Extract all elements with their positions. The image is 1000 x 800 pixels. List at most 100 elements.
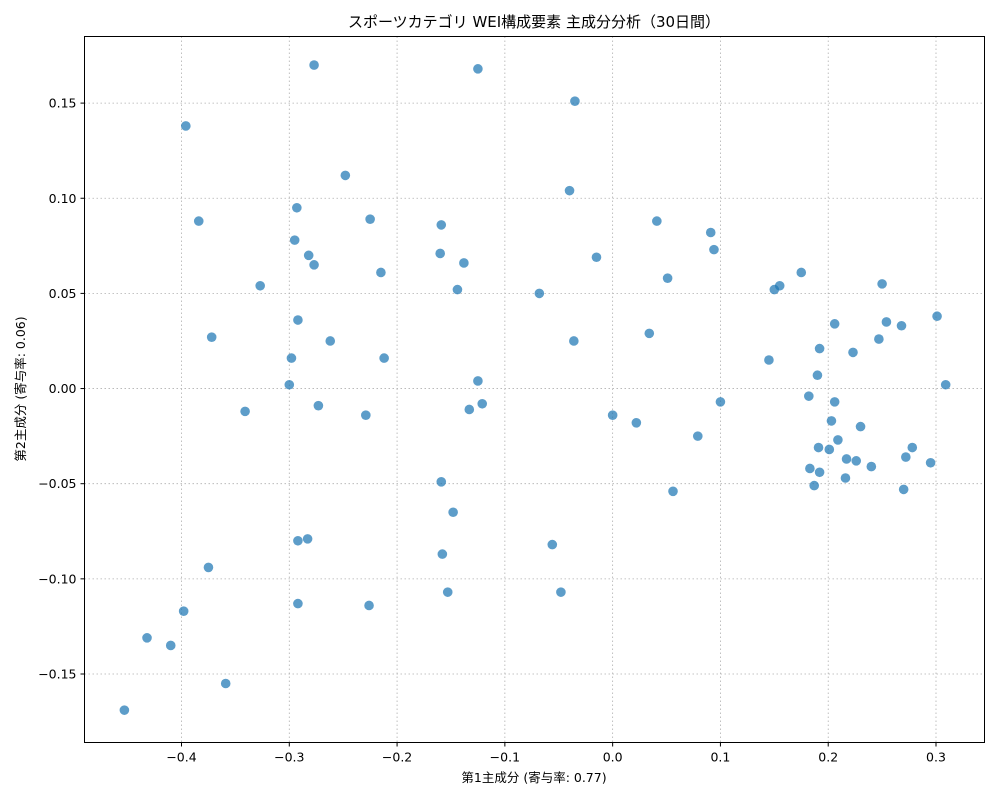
x-axis-label: 第1主成分 (寄与率: 0.77) — [461, 770, 606, 785]
y-axis-ticks: −0.15 −0.10 −0.05 0.00 0.05 0.10 0.15 — [38, 96, 85, 681]
data-point — [547, 539, 558, 550]
x-tick-label: 0.0 — [603, 750, 623, 765]
data-point — [289, 235, 300, 245]
data-point — [692, 431, 703, 441]
y-tick-label: 0.05 — [49, 286, 77, 301]
data-point — [829, 319, 840, 329]
data-point — [814, 467, 825, 478]
data-point — [240, 406, 250, 417]
data-point — [309, 260, 319, 270]
x-tick-label: −0.3 — [274, 750, 304, 765]
data-point — [459, 258, 469, 268]
x-tick-label: −0.1 — [490, 750, 520, 765]
grid-lines — [84, 36, 985, 743]
data-point — [829, 397, 840, 407]
data-point — [473, 376, 483, 386]
data-point — [855, 421, 866, 432]
data-point — [302, 534, 313, 544]
data-point — [477, 398, 488, 409]
data-point — [193, 216, 204, 226]
data-point — [874, 334, 884, 344]
data-point — [119, 705, 130, 715]
data-point — [361, 410, 371, 420]
data-point — [940, 379, 951, 390]
data-point — [851, 456, 862, 466]
data-point — [652, 216, 662, 226]
data-point — [436, 476, 447, 487]
data-point — [569, 336, 579, 346]
data-point — [570, 96, 580, 107]
data-point — [896, 320, 907, 331]
y-tick-label: 0.10 — [49, 191, 77, 206]
y-tick-label: −0.15 — [38, 666, 76, 681]
data-point — [840, 473, 851, 483]
data-point — [436, 220, 447, 230]
data-point — [286, 353, 297, 363]
data-point — [644, 328, 655, 339]
data-point — [293, 315, 303, 325]
data-point — [464, 404, 475, 415]
data-point — [709, 244, 719, 255]
x-tick-label: 0.2 — [818, 750, 838, 765]
data-point — [376, 267, 386, 278]
data-point — [925, 457, 936, 468]
chart-title: スポーツカテゴリ WEI構成要素 主成分分析（30日間） — [348, 13, 720, 31]
data-point — [662, 273, 673, 283]
data-point — [898, 484, 909, 495]
data-point — [142, 633, 152, 643]
data-point — [774, 280, 785, 291]
data-point — [309, 60, 319, 70]
data-point — [804, 391, 814, 401]
data-point — [866, 461, 877, 472]
data-point — [812, 370, 823, 381]
data-point — [715, 397, 726, 407]
data-point — [442, 587, 453, 597]
data-point — [705, 227, 716, 238]
data-point — [814, 343, 825, 354]
data-point — [826, 416, 837, 426]
x-tick-label: 0.1 — [710, 750, 730, 765]
y-tick-label: 0.15 — [49, 96, 77, 111]
y-tick-label: −0.10 — [38, 571, 76, 586]
data-point — [841, 454, 852, 464]
data-point — [901, 452, 911, 462]
data-point — [437, 549, 448, 559]
data-point — [631, 418, 642, 428]
x-axis-ticks: −0.4 −0.3 −0.2 −0.1 0.0 0.1 0.2 0.3 — [166, 742, 946, 765]
data-point — [379, 353, 389, 363]
data-point — [805, 463, 815, 474]
data-point — [165, 640, 176, 651]
plot-frame — [84, 36, 985, 743]
data-point — [292, 202, 302, 213]
data-point — [203, 562, 214, 573]
data-point — [452, 284, 463, 295]
data-point — [293, 535, 303, 546]
data-point — [181, 121, 191, 131]
data-point — [764, 355, 774, 365]
data-point — [564, 185, 575, 196]
x-tick-label: −0.2 — [382, 750, 412, 765]
data-point — [907, 442, 918, 453]
data-point — [556, 587, 566, 597]
data-point — [313, 400, 324, 411]
data-point — [877, 279, 887, 289]
data-point — [206, 332, 217, 342]
data-point — [220, 678, 231, 689]
data-point — [448, 507, 458, 518]
data-point — [848, 347, 858, 358]
data-point — [881, 317, 892, 327]
data-points — [119, 60, 951, 715]
data-point — [607, 410, 618, 420]
data-point — [473, 64, 483, 74]
data-point — [364, 600, 374, 611]
data-point — [813, 442, 824, 453]
data-point — [435, 248, 445, 259]
data-point — [178, 606, 189, 616]
data-point — [932, 311, 942, 322]
data-point — [668, 486, 678, 497]
data-point — [340, 170, 351, 181]
data-point — [534, 288, 545, 299]
y-tick-label: 0.00 — [49, 381, 77, 396]
y-axis-label: 第2主成分 (寄与率: 0.06) — [13, 316, 28, 461]
